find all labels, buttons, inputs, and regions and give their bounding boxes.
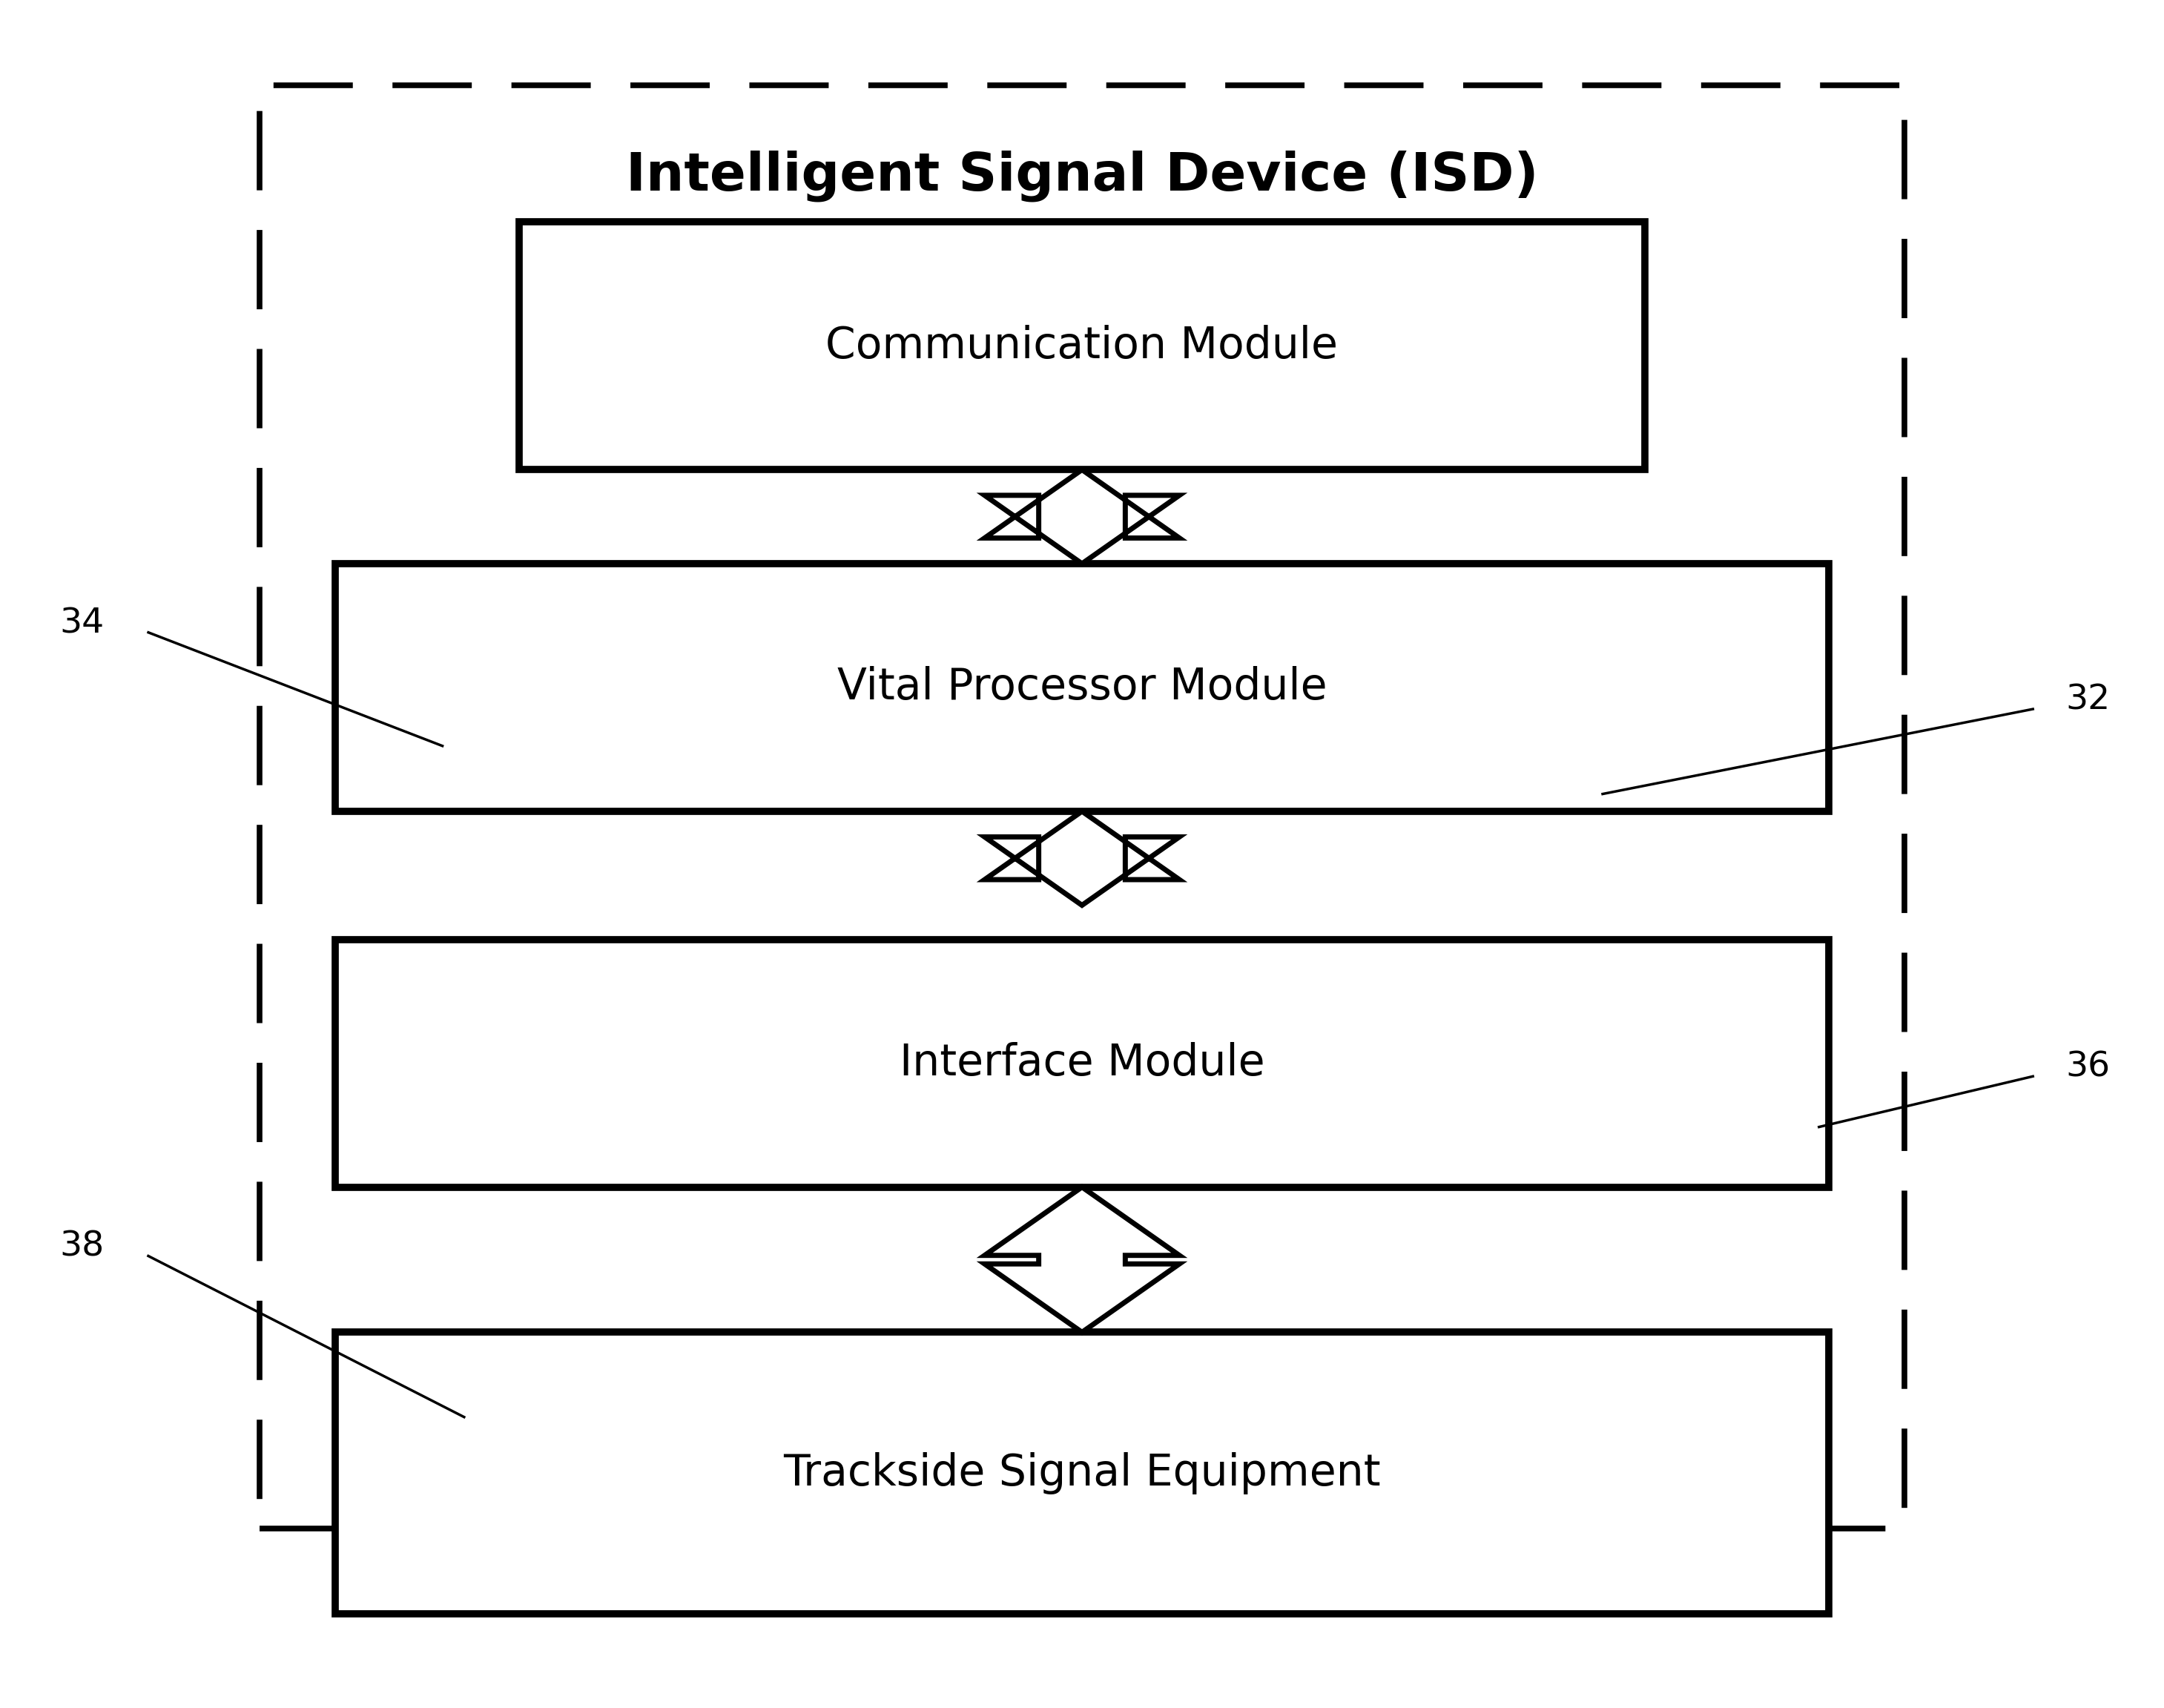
Text: Interface Module: Interface Module [900,1042,1264,1085]
Bar [335,564,1829,811]
Text: 32: 32 [2067,683,2110,717]
Text: Intelligent Signal Device (ISD): Intelligent Signal Device (ISD) [625,150,1539,202]
Polygon shape [985,811,1179,905]
Polygon shape [985,1187,1179,1332]
Text: 38: 38 [61,1230,104,1264]
Text: Vital Processor Module: Vital Processor Module [837,666,1327,709]
Bar [519,222,1645,470]
Text: Trackside Signal Equipment: Trackside Signal Equipment [783,1452,1381,1494]
Bar [335,939,1829,1187]
Text: Communication Module: Communication Module [827,325,1337,367]
Bar [335,1332,1829,1614]
Text: 36: 36 [2067,1050,2110,1085]
Bar [260,85,1904,1529]
Polygon shape [985,470,1179,564]
Text: 34: 34 [61,606,104,640]
